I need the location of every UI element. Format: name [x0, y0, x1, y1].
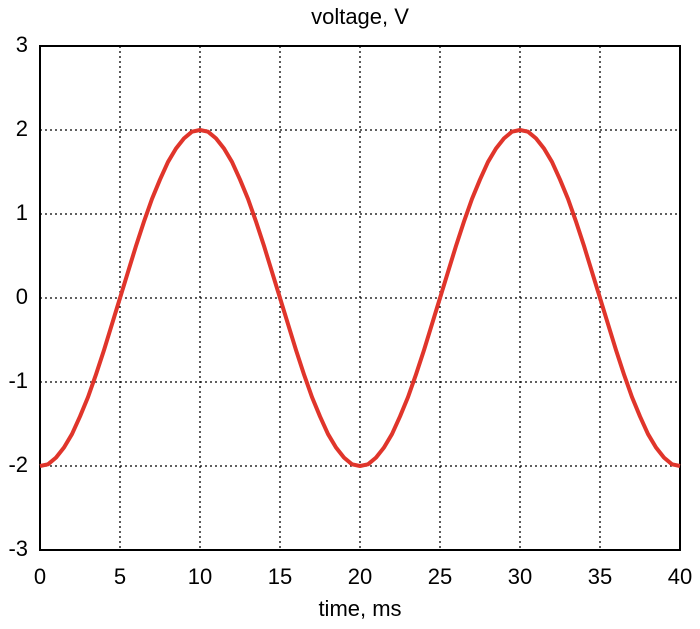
y-tick-label: -1 [8, 368, 28, 393]
y-tick-label: 2 [16, 116, 28, 141]
x-tick-label: 35 [588, 564, 612, 589]
x-tick-label: 15 [268, 564, 292, 589]
x-tick-label: 20 [348, 564, 372, 589]
plot-frame [39, 45, 681, 551]
y-tick-label: 1 [16, 200, 28, 225]
y-tick-label: -2 [8, 452, 28, 477]
y-tick-label: 0 [16, 284, 28, 309]
x-tick-label: 5 [114, 564, 126, 589]
y-tick-label: 3 [16, 32, 28, 57]
x-tick-label: 0 [34, 564, 46, 589]
x-tick-label: 30 [508, 564, 532, 589]
x-axis-label: time, ms [318, 596, 401, 621]
x-tick-label: 25 [428, 564, 452, 589]
data-line [39, 128, 681, 468]
x-tick-label: 40 [668, 564, 692, 589]
x-tick-label: 10 [188, 564, 212, 589]
chart-title: voltage, V [311, 4, 409, 29]
y-tick-label: -3 [8, 536, 28, 561]
